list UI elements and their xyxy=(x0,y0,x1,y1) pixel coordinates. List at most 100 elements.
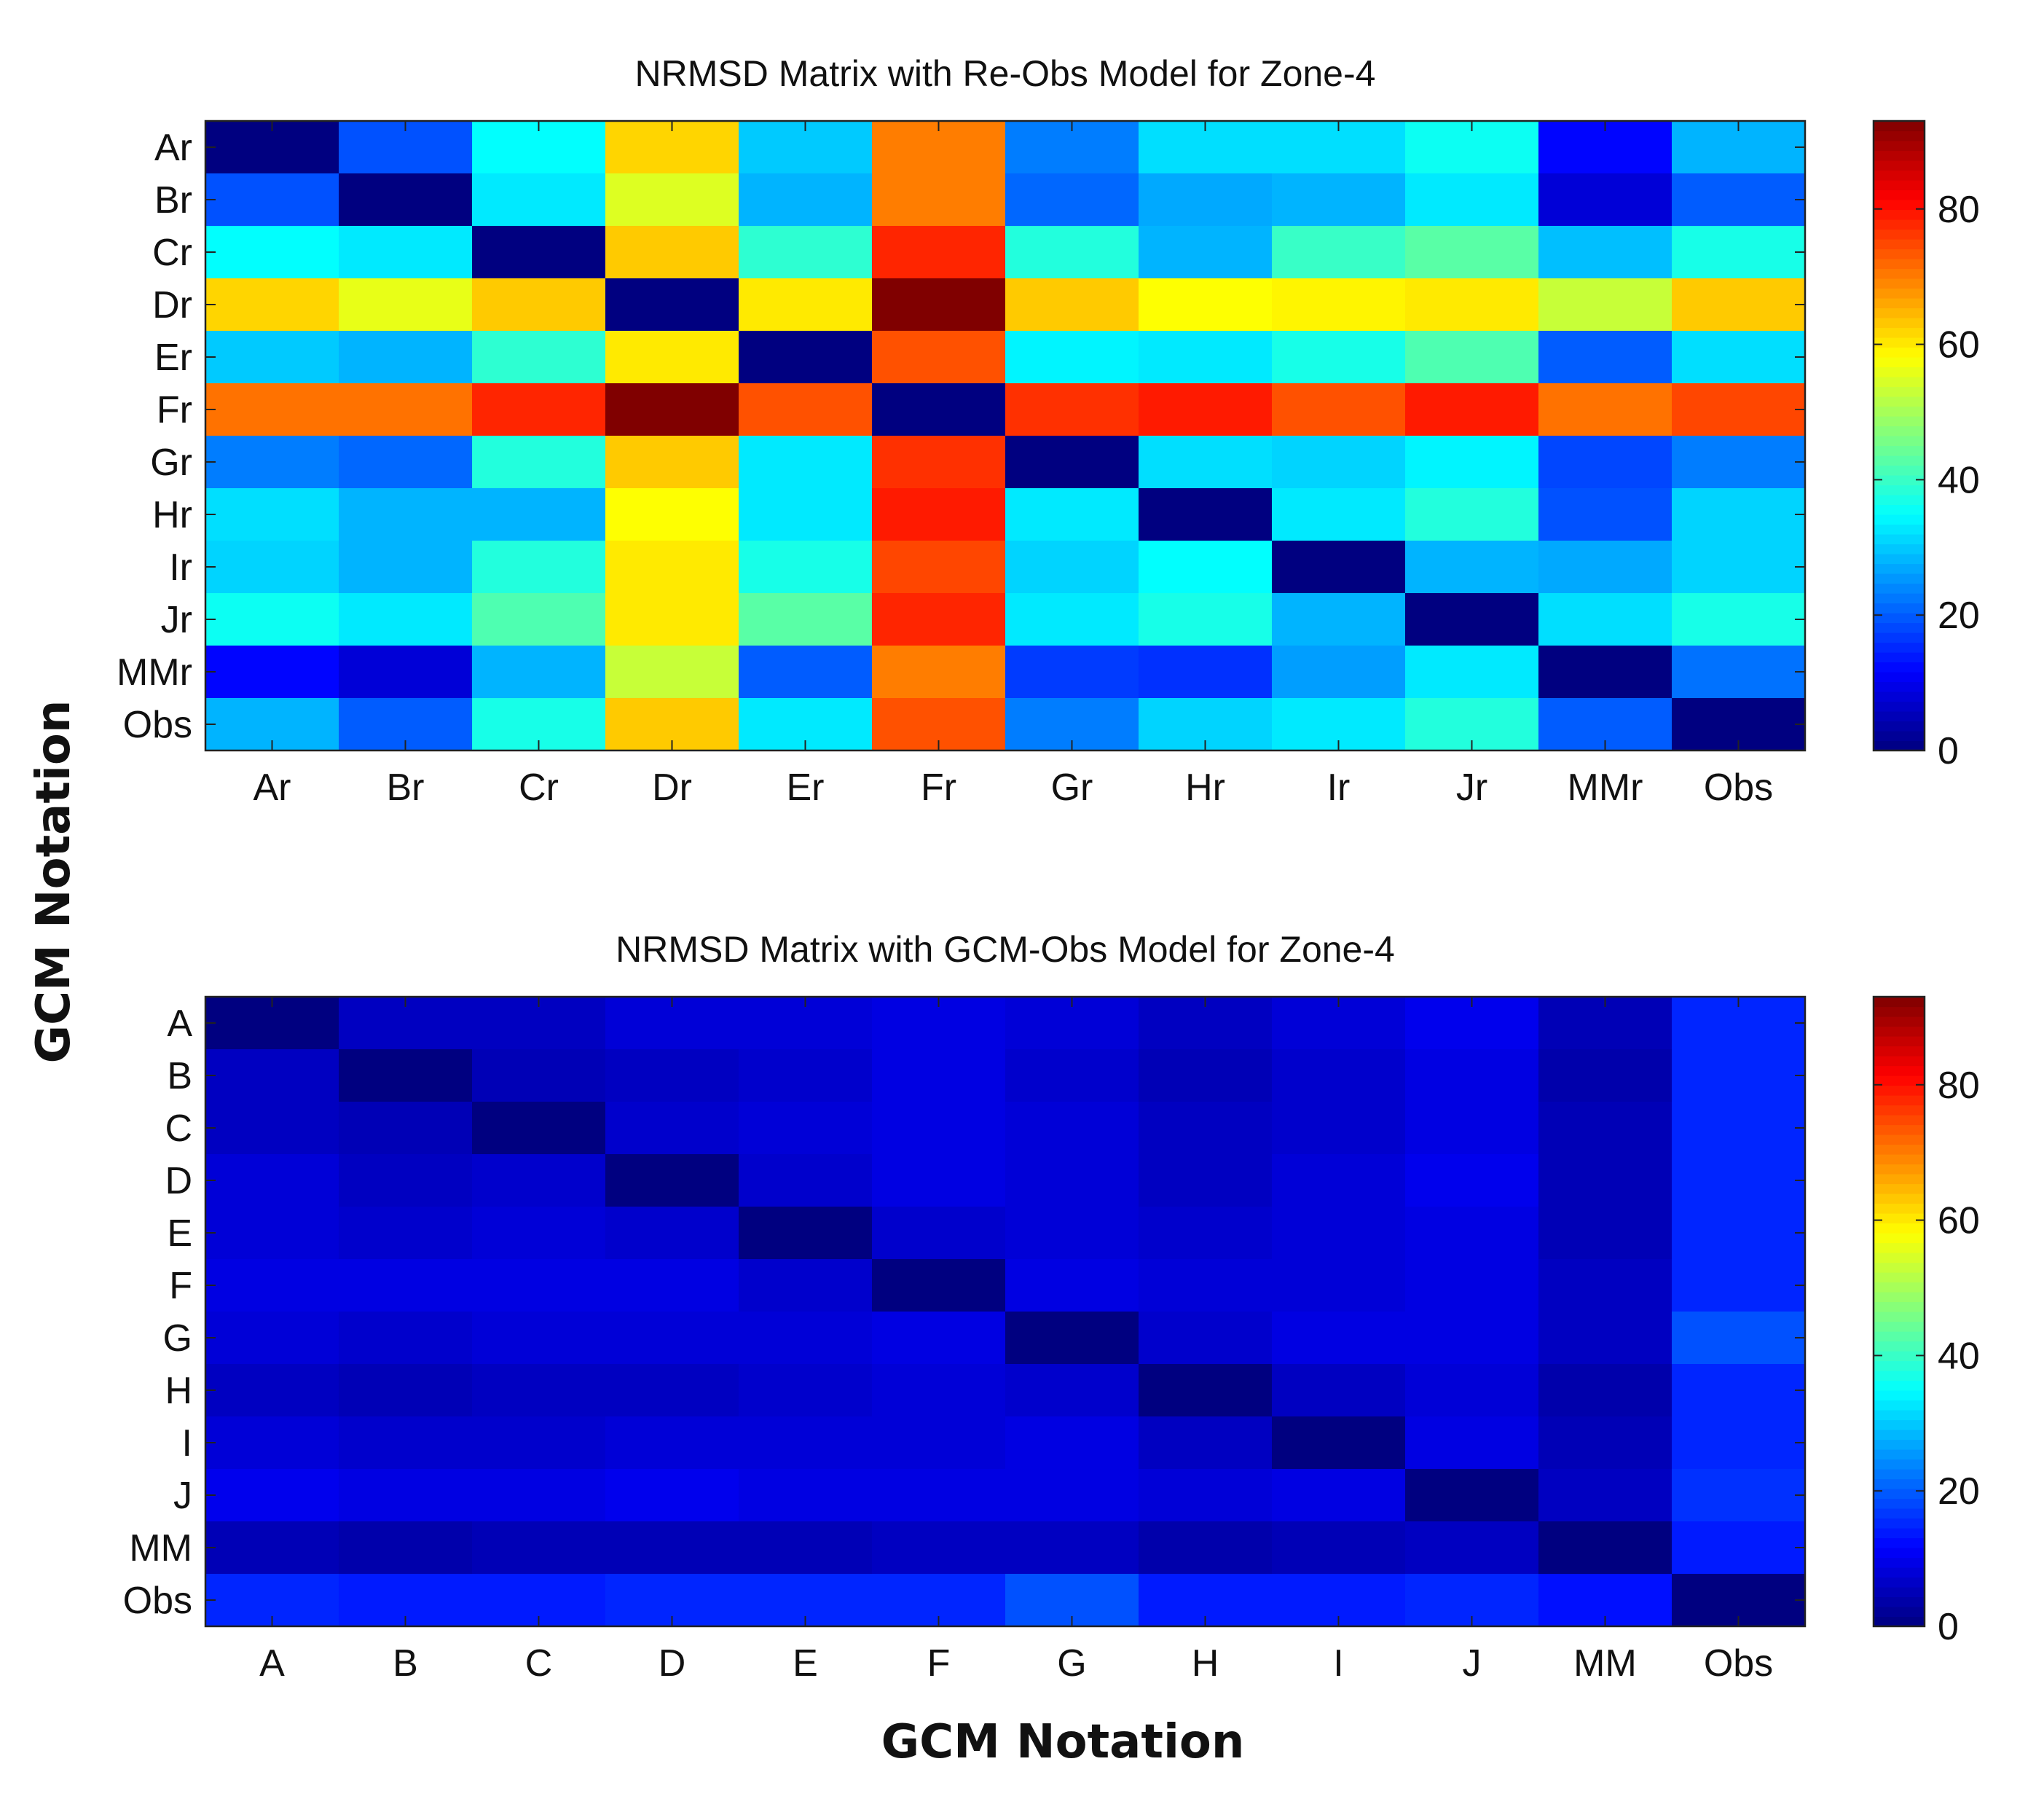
heatmap-cell xyxy=(872,1154,1006,1207)
heatmap-cell xyxy=(1405,646,1539,699)
colorbar-tick-label: 60 xyxy=(1938,1200,1980,1242)
heatmap-cell xyxy=(1538,278,1672,332)
heatmap-cell xyxy=(472,1416,606,1470)
colorbar-segment xyxy=(1874,239,1925,250)
colorbar-segment xyxy=(1874,180,1925,191)
heatmap-cell xyxy=(1672,1416,1806,1470)
heatmap-cell xyxy=(1538,646,1672,699)
colorbar-segment xyxy=(1874,1360,1925,1371)
colorbar-segment xyxy=(1874,603,1925,614)
heatmap-cell xyxy=(605,1259,739,1312)
heatmap-cell xyxy=(605,1049,739,1102)
heatmap-cell xyxy=(205,331,339,384)
heatmap-cell xyxy=(1538,436,1672,489)
heatmap-cell xyxy=(605,436,739,489)
heatmap-cell xyxy=(872,541,1006,594)
heatmap-cell xyxy=(1538,1312,1672,1365)
heatmap-cell xyxy=(1139,1259,1273,1312)
heatmap-cell xyxy=(1005,593,1139,646)
heatmap-cell xyxy=(1672,1312,1806,1365)
colorbar-segment xyxy=(1874,1046,1925,1057)
colorbar-segment xyxy=(1874,1193,1925,1204)
heatmap-cell xyxy=(1672,593,1806,646)
colorbar-tick-label: 40 xyxy=(1938,459,1980,501)
heatmap-cell xyxy=(1272,331,1406,384)
colorbar-tick-label: 0 xyxy=(1938,730,1959,772)
heatmap-cell xyxy=(1005,278,1139,332)
heatmap-cell xyxy=(739,488,873,541)
heatmap-cell xyxy=(205,173,339,227)
x-tick-label: Dr xyxy=(652,767,692,809)
y-tick-label: Dr xyxy=(152,284,192,326)
colorbar-segment xyxy=(1874,997,1925,1008)
colorbar-segment xyxy=(1874,426,1925,436)
heatmap-cell xyxy=(339,1207,473,1260)
heatmap-cell xyxy=(1672,1259,1806,1312)
heatmap-cell xyxy=(1272,1416,1406,1470)
colorbar: 0 20 40 60 80 xyxy=(1872,995,1980,1648)
x-tick-label: E xyxy=(793,1642,818,1685)
heatmap-cell xyxy=(1005,331,1139,384)
colorbar-segment xyxy=(1874,170,1925,181)
y-tick-label: I xyxy=(182,1422,192,1465)
heatmap-cell xyxy=(1672,541,1806,594)
heatmap-cell xyxy=(1405,226,1539,279)
x-tick-label: G xyxy=(1057,1642,1086,1685)
heatmap-cell xyxy=(739,1416,873,1470)
plot-frame xyxy=(204,119,1807,752)
heatmap-cell xyxy=(472,436,606,489)
heatmap-cell xyxy=(605,488,739,541)
x-tick-label: Hr xyxy=(1185,767,1225,809)
heatmap-cell xyxy=(872,436,1006,489)
colorbar-segment xyxy=(1874,121,1925,132)
heatmap-cell xyxy=(1538,1154,1672,1207)
colorbar-segment xyxy=(1874,1036,1925,1047)
heatmap-cell xyxy=(1405,278,1539,332)
x-tick-label: Obs xyxy=(1704,767,1773,809)
heatmap-cell xyxy=(872,383,1006,436)
colorbar-segment xyxy=(1874,327,1925,338)
colorbar-segment xyxy=(1874,367,1925,377)
colorbar-segment xyxy=(1874,200,1925,211)
colorbar-segment xyxy=(1874,1380,1925,1391)
plot-frame xyxy=(204,995,1807,1628)
heatmap-cell xyxy=(1272,1312,1406,1365)
heatmap-cell xyxy=(872,1259,1006,1312)
colorbar-segment xyxy=(1874,465,1925,476)
heatmap-cell xyxy=(1139,1521,1273,1575)
colorbar-segment xyxy=(1874,1253,1925,1263)
heatmap-cell xyxy=(1139,1049,1273,1102)
y-tick-label: Gr xyxy=(150,442,192,484)
colorbar-segment xyxy=(1874,1419,1925,1430)
y-tick-label: J xyxy=(173,1475,192,1517)
y-tick-label: C xyxy=(165,1108,192,1150)
heatmap-cell xyxy=(872,1416,1006,1470)
colorbar-frame xyxy=(1872,119,1926,752)
heatmap-cell xyxy=(339,593,473,646)
heatmap-cell xyxy=(472,1102,606,1155)
heatmap-cell xyxy=(1139,646,1273,699)
heatmap-cell xyxy=(1005,1259,1139,1312)
colorbar-segment xyxy=(1874,1312,1925,1322)
heatmap-cell xyxy=(872,593,1006,646)
heatmap-cell xyxy=(1272,1469,1406,1522)
colorbar-segment xyxy=(1874,455,1925,466)
heatmap-cell xyxy=(1672,173,1806,227)
heatmap-cell xyxy=(739,541,873,594)
x-tick-label: C xyxy=(525,1642,553,1685)
colorbar-segment xyxy=(1874,1410,1925,1421)
heatmap-cell xyxy=(739,1469,873,1522)
heatmap-cell xyxy=(605,1207,739,1260)
colorbar-segment xyxy=(1874,1587,1925,1598)
heatmap-cell xyxy=(205,488,339,541)
heatmap-cell xyxy=(739,1207,873,1260)
heatmap-cell xyxy=(1139,1469,1273,1522)
heatmap-cell xyxy=(339,1312,473,1365)
heatmap-cell xyxy=(1272,1154,1406,1207)
heatmap-cell xyxy=(339,1102,473,1155)
heatmap-cell xyxy=(1672,1364,1806,1417)
heatmap-cell xyxy=(1005,1049,1139,1102)
colorbar-segment xyxy=(1874,406,1925,417)
colorbar-segment xyxy=(1874,1242,1925,1253)
heatmap-cell xyxy=(1139,1364,1273,1417)
